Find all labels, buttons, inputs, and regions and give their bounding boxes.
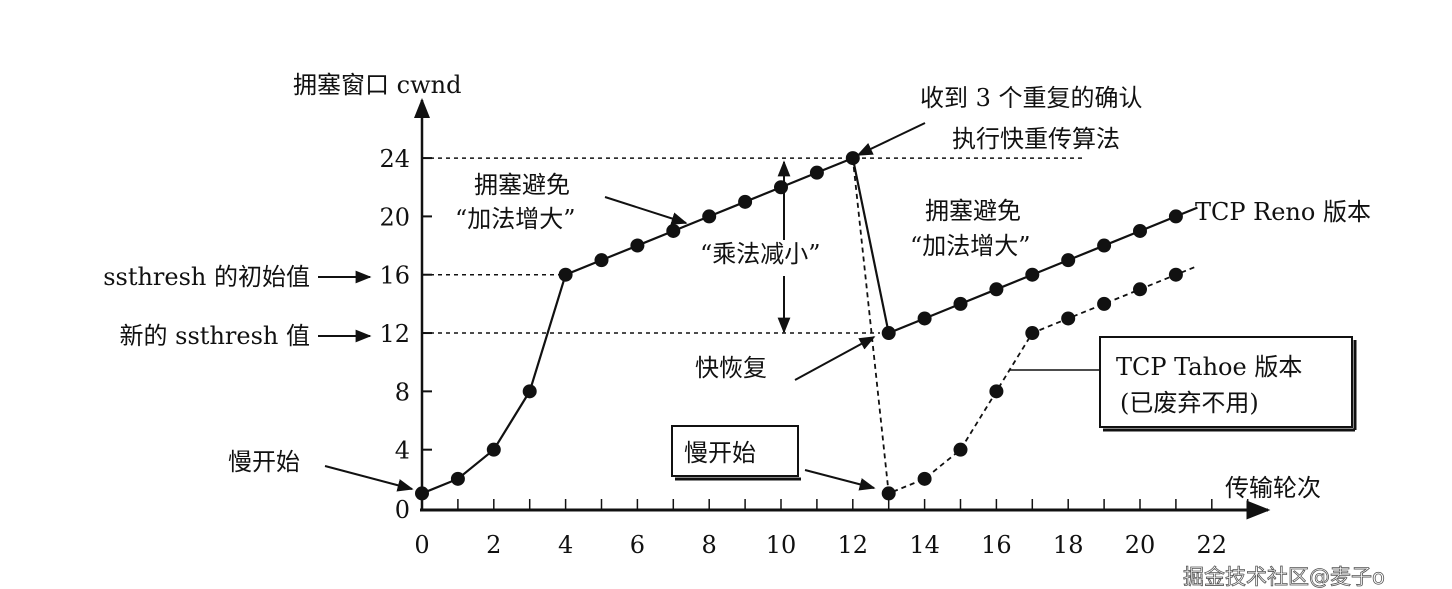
reno-point — [881, 326, 896, 341]
y-tick-label: 20 — [379, 203, 410, 231]
reno-point — [917, 311, 932, 326]
y-tick-label: 16 — [379, 262, 410, 290]
reno-point — [450, 471, 465, 486]
tahoe-point — [881, 486, 896, 501]
reno-point — [1025, 267, 1040, 282]
reno-point — [702, 209, 717, 224]
y-tick-label: 12 — [379, 320, 410, 348]
reno-point — [989, 282, 1004, 297]
ssthresh-new-label: 新的 ssthresh 值 — [120, 322, 310, 350]
reno-point — [666, 223, 681, 238]
reno-point — [774, 180, 788, 195]
congestion-avoidance-arrow — [604, 196, 688, 225]
tahoe-point — [989, 384, 1004, 399]
dup-ack-arrow — [856, 122, 926, 156]
tahoe-label: TCP Tahoe 版本 — [1116, 353, 1302, 381]
reno-point — [630, 238, 645, 253]
reno-point — [953, 296, 968, 311]
reno-point — [738, 194, 753, 209]
x-tick-label: 12 — [838, 531, 869, 559]
x-tick-label: 20 — [1125, 531, 1156, 559]
x-tick-label: 14 — [909, 531, 940, 559]
slow-start-arrow-2 — [804, 469, 876, 491]
y-tick-label: 4 — [395, 437, 410, 465]
tahoe-point — [1025, 326, 1040, 341]
x-axis-label: 传输轮次 — [1225, 474, 1321, 502]
y-tick-label: 24 — [379, 145, 410, 173]
y-tick-label: 8 — [395, 378, 410, 406]
x-tick-label: 2 — [486, 531, 501, 559]
reno-point — [1168, 209, 1183, 224]
tahoe-point — [1133, 282, 1147, 297]
reno-point — [1061, 253, 1076, 268]
additive-increase-label-2: “加法增大” — [910, 232, 1031, 260]
tahoe-deprecated-label: (已废弃不用) — [1120, 389, 1259, 417]
dup-ack-label: 收到 3 个重复的确认 — [920, 84, 1143, 112]
reno-point — [522, 384, 537, 399]
slow-start-label-2: 慢开始 — [684, 439, 756, 467]
x-tick-label: 10 — [766, 531, 797, 559]
x-tick-label: 6 — [630, 531, 645, 559]
x-tick-label: 16 — [981, 531, 1012, 559]
fast-recovery-label: 快恢复 — [695, 354, 767, 382]
reno-point — [558, 267, 573, 282]
x-tick-label: 8 — [702, 531, 717, 559]
tahoe-point — [917, 471, 932, 486]
reno-point — [809, 165, 824, 180]
tahoe-box — [1099, 336, 1353, 428]
tahoe-point — [1061, 311, 1076, 326]
reno-label: TCP Reno 版本 — [1195, 198, 1371, 226]
tahoe-point — [953, 442, 968, 457]
congestion-avoidance-label-2: 拥塞避免 — [925, 197, 1021, 225]
watermark: 掘金技术社区@麦子o — [1183, 565, 1385, 589]
additive-increase-label-1: “加法增大” — [455, 205, 576, 233]
reno-point — [1097, 238, 1112, 253]
y-tick-label: 0 — [395, 496, 410, 524]
axes — [414, 98, 1271, 520]
slow-start-label: 慢开始 — [228, 448, 300, 476]
slow-start-arrow — [324, 465, 414, 492]
reno-point — [486, 442, 501, 457]
multiplicative-decrease-label: “乘法减小” — [700, 240, 821, 268]
slow-start-box — [671, 425, 799, 477]
reno-point — [415, 486, 429, 501]
reno-point — [1133, 223, 1147, 238]
tahoe-point — [1168, 267, 1183, 282]
x-tick-label: 4 — [558, 531, 573, 559]
x-tick-label: 0 — [414, 531, 429, 559]
fast-recovery-arrow — [794, 336, 876, 381]
y-axis-label: 拥塞窗口 cwnd — [293, 71, 461, 99]
congestion-avoidance-label-1: 拥塞避免 — [474, 171, 570, 199]
fast-retransmit-label: 执行快重传算法 — [952, 125, 1120, 153]
x-tick-label: 18 — [1053, 531, 1084, 559]
tahoe-point — [1097, 296, 1112, 311]
reno-point — [594, 253, 609, 268]
x-tick-label: 22 — [1197, 531, 1228, 559]
ssthresh-initial-label: ssthresh 的初始值 — [103, 263, 310, 291]
